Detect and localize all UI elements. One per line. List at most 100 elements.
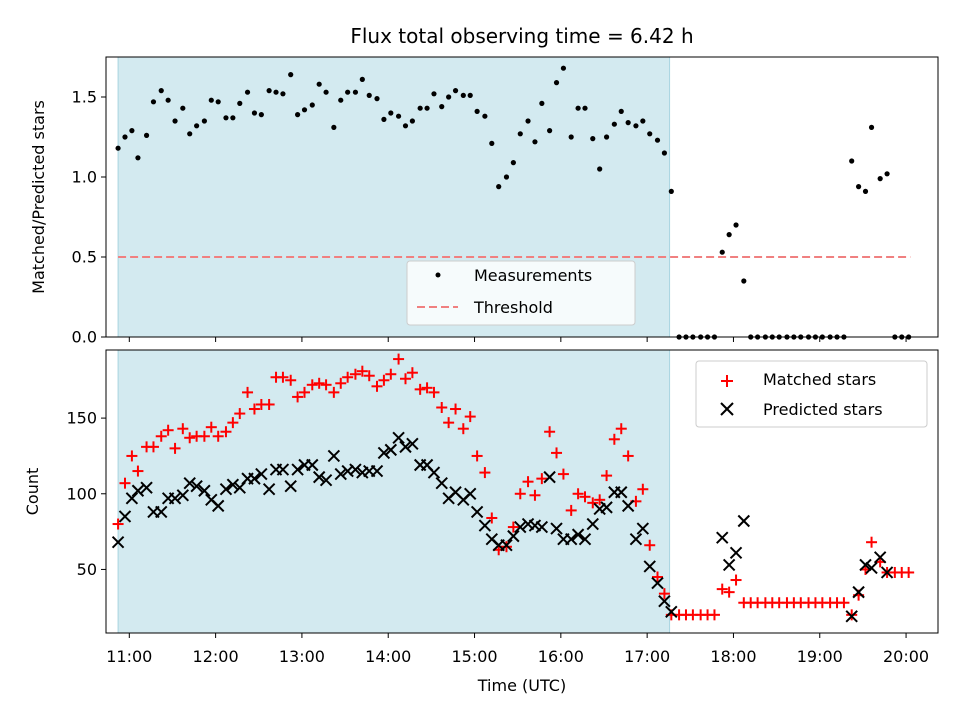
measurement-point <box>525 118 531 124</box>
predicted-star-point <box>658 595 671 608</box>
predicted-star-point <box>716 531 729 544</box>
predicted-star-point <box>600 501 613 514</box>
predicted-star-point <box>377 446 391 460</box>
matched-star-point <box>119 477 131 489</box>
predicted-star-point <box>319 473 333 487</box>
count-xtick-label: 17:00 <box>624 647 670 666</box>
predicted-star-point <box>427 466 441 479</box>
measurement-point <box>135 155 141 161</box>
ratio-panel-frame <box>105 56 939 338</box>
predicted-star-point <box>131 484 145 497</box>
predicted-star-point <box>852 585 865 599</box>
predicted-star-point <box>291 463 304 476</box>
measurement-point <box>597 166 603 172</box>
measurement-point <box>402 123 409 129</box>
measurement-point <box>115 145 121 151</box>
predicted-star-point <box>183 476 196 490</box>
predicted-star-point <box>500 539 513 552</box>
matched-star-point <box>421 382 433 394</box>
measurement-point <box>467 92 473 98</box>
predicted-star-point <box>571 528 585 541</box>
measurement-point <box>618 108 624 114</box>
count-xtick-label: 18:00 <box>710 647 756 666</box>
matched-star-point <box>342 371 354 383</box>
measurement-point <box>482 113 488 119</box>
matched-star-point <box>184 432 196 444</box>
matched-star-point <box>263 398 275 410</box>
measurement-point <box>439 104 445 110</box>
count-legend: Matched stars Predicted stars <box>695 360 928 428</box>
matched-star-point <box>335 377 347 389</box>
predicted-star-point <box>176 489 190 502</box>
measurement-point <box>215 99 221 105</box>
measurement-point <box>446 94 452 100</box>
matched-star-point <box>601 470 613 482</box>
count-xtick-label: 16:00 <box>538 647 584 666</box>
predicted-star-point <box>399 440 412 454</box>
matched-star-point <box>320 379 332 391</box>
predicted-star-point <box>248 472 261 485</box>
matched-star-point <box>594 494 606 506</box>
matched-star-point <box>285 374 297 386</box>
measurement-point <box>877 176 883 182</box>
measurement-point <box>237 100 243 106</box>
measurement-point <box>316 81 322 87</box>
measurement-point <box>180 105 186 111</box>
predicted-star-point <box>621 499 635 513</box>
matched-star-point <box>500 541 512 553</box>
measurement-point <box>733 222 739 228</box>
matched-star-point <box>356 365 368 377</box>
predicted-star-point <box>636 522 650 535</box>
matched-star-point <box>205 421 217 433</box>
measurement-point <box>726 232 732 238</box>
legend-label-matched: Matched stars <box>763 370 876 389</box>
measurement-point <box>633 123 639 129</box>
predicted-star-point <box>578 532 592 546</box>
measurement-point <box>474 108 480 114</box>
predicted-star-point <box>118 510 132 523</box>
predicted-star-point <box>276 463 290 476</box>
measurement-point <box>129 128 135 134</box>
predicted-star-point <box>550 522 563 535</box>
measurement-point <box>496 184 502 190</box>
count-ytick-label: 50 <box>77 560 97 579</box>
measurement-point <box>553 80 560 86</box>
predicted-star-point <box>140 481 153 494</box>
measurement-point <box>352 89 359 95</box>
matched-star-point <box>126 450 138 462</box>
measurement-point <box>366 92 372 98</box>
measurement-point <box>661 150 668 156</box>
predicted-star-point <box>219 483 233 496</box>
count-xtick-label: 11:00 <box>106 647 152 666</box>
measurement-point <box>603 134 610 140</box>
matched-star-point <box>306 379 318 391</box>
measurement-point <box>417 105 423 111</box>
matched-star-point <box>147 441 159 453</box>
measurement-point <box>244 89 251 95</box>
measurements-series <box>115 65 912 340</box>
count-x-ticks: 11:00 12:00 13:00 14:00 15:00 16:00 17:00 18:00… <box>106 633 929 666</box>
matched-star-point <box>514 488 526 500</box>
predicted-star-point <box>629 532 643 546</box>
measurement-point <box>150 99 157 105</box>
matched-star-point <box>277 371 289 383</box>
predicted-star-point <box>168 492 182 505</box>
matched-star-point <box>393 353 405 365</box>
ratio-legend: Measurements Threshold <box>406 260 636 326</box>
predicted-star-point <box>845 610 858 623</box>
matched-star-point <box>363 370 375 382</box>
matched-star-point <box>169 442 181 454</box>
measurement-point <box>582 105 588 111</box>
measurement-point <box>208 97 214 103</box>
ratio-ytick-label: 1.0 <box>72 168 97 187</box>
matched-star-point <box>716 583 728 595</box>
predicted-star-point <box>665 605 678 619</box>
measurement-point <box>460 92 466 98</box>
matched-star-point <box>903 566 915 578</box>
count-xtick-label: 13:00 <box>279 647 325 666</box>
measurement-point <box>654 137 661 143</box>
legend-label-measurements: Measurements <box>474 266 592 285</box>
predicted-star-point <box>470 505 484 519</box>
matched-star-point <box>866 536 878 548</box>
